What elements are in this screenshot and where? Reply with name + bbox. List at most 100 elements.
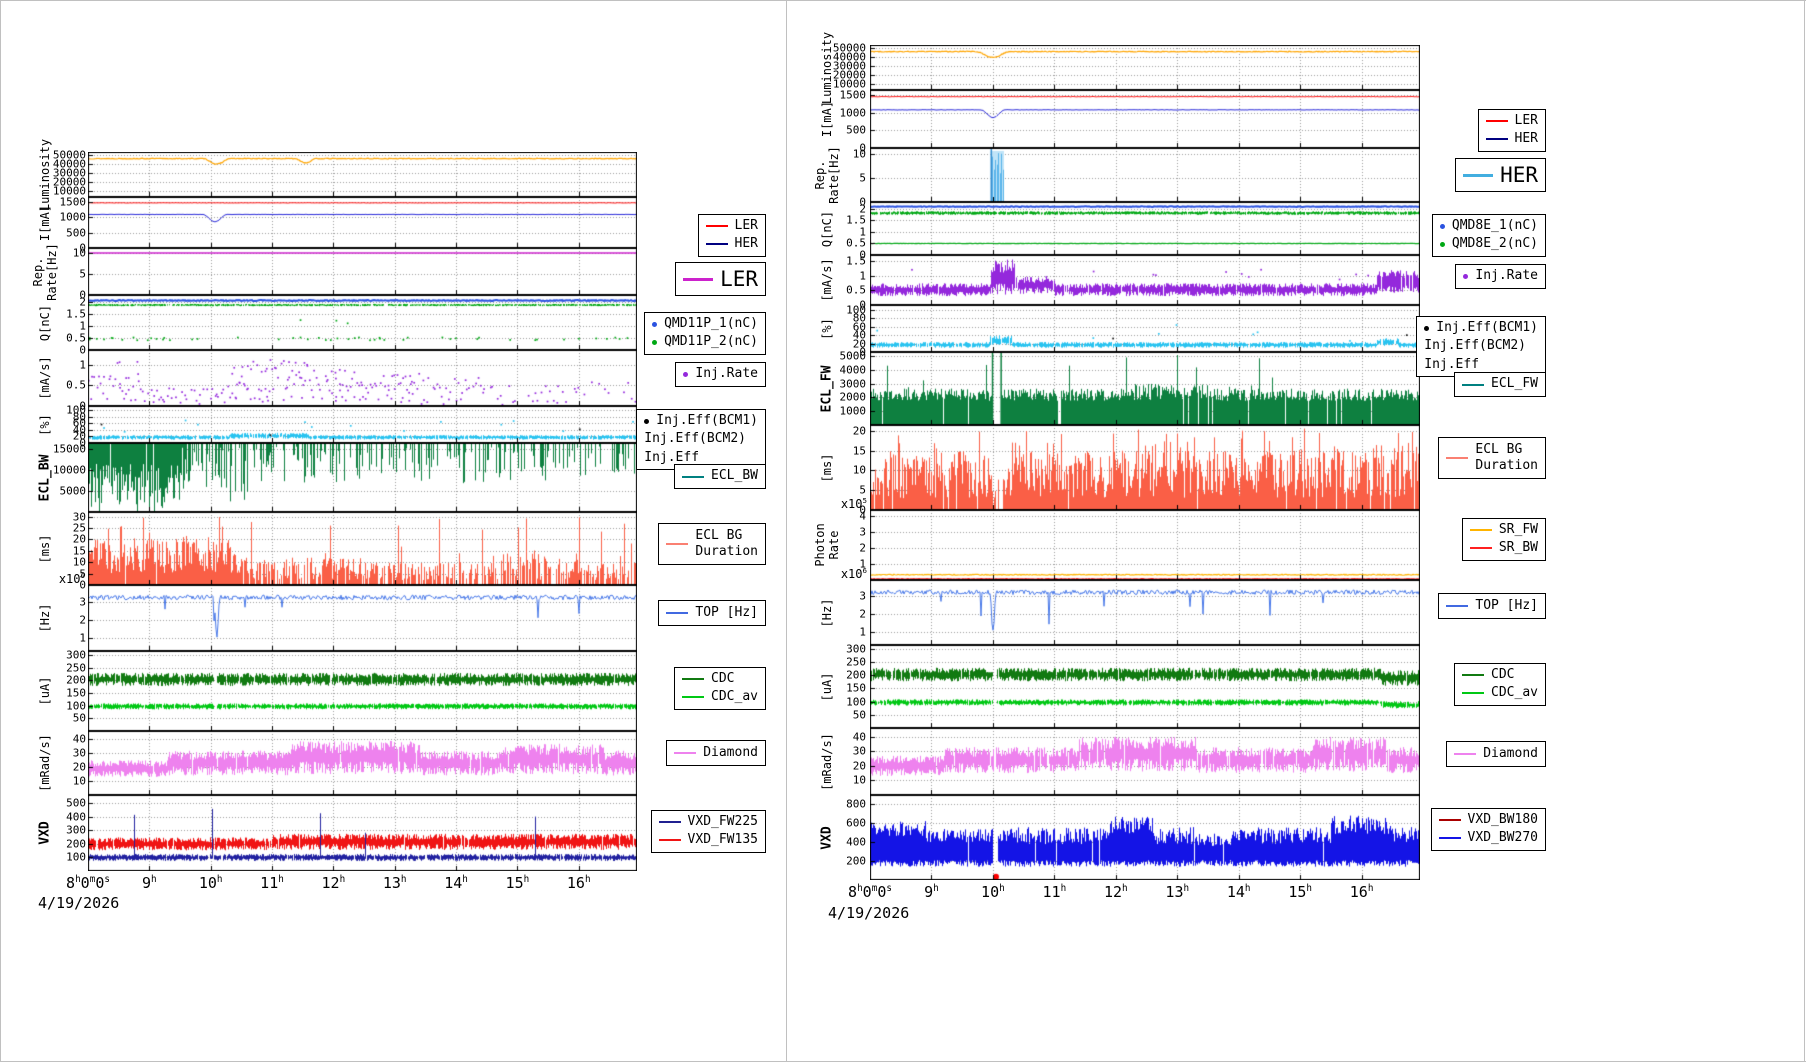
date-label-right: 4/19/2026 <box>828 904 910 922</box>
x-tick-12h: 12h <box>321 874 346 892</box>
y-tick-eclbg-0: 0 <box>859 503 866 517</box>
y-tick-luminosity-30000: 30000 <box>52 166 86 180</box>
y-tick-diamond-20: 20 <box>852 759 866 773</box>
plot-injeff <box>870 305 1420 352</box>
legend-item-ecl-bw: ECL_BW <box>682 468 758 484</box>
y-tick-photon-4: 4 <box>859 509 866 523</box>
ecl-bg-duration-line-swatch-icon <box>1446 457 1469 459</box>
legend-ecl-bg-duration: ECL BG Duration <box>1438 437 1546 479</box>
legend-item-vxd-bw180: VXD_BW180 <box>1438 812 1538 828</box>
legend-label-ecl-bg-duration: ECL BG Duration <box>695 527 758 559</box>
legend-label-her: HER <box>1514 131 1538 147</box>
y-tick-eclbw-10000: 10000 <box>52 463 86 477</box>
y-tick-vxd-800: 800 <box>846 797 866 811</box>
y-tick-injeff-0: 0 <box>859 345 866 359</box>
legend-label-top-hz: TOP [Hz] <box>695 604 758 620</box>
scale-label-photon: x105 <box>840 496 867 511</box>
y-tick-injrate-1: 1 <box>859 269 866 283</box>
y-tick-toprate-2: 2 <box>79 613 86 627</box>
y-tick-charge-0.5: 0.5 <box>846 236 866 250</box>
y-tick-eclbw-5000: 5000 <box>59 484 87 498</box>
y-tick-charge-1: 1 <box>79 319 86 333</box>
vxd-fw135-line-swatch-icon <box>658 839 681 842</box>
y-tick-current-500: 500 <box>66 226 86 240</box>
legend-label-inj-eff-bcm1: Inj.Eff(BCM1) <box>656 413 758 428</box>
y-tick-eclfw-5000: 5000 <box>839 349 867 363</box>
y-axis-label-vxd: VXD <box>819 825 835 850</box>
y-tick-cdc-100: 100 <box>66 699 86 713</box>
y-tick-eclbg-15: 15 <box>72 544 86 558</box>
legend-item-vxd-fw135: VXD_FW135 <box>658 832 758 848</box>
y-tick-diamond-20: 20 <box>72 760 86 774</box>
inj-eff-bcm1-dot-swatch-icon <box>644 418 650 424</box>
plot-cdc <box>88 651 637 731</box>
legend-label-inj-eff-bcm1: Inj.Eff(BCM1) <box>1436 320 1538 335</box>
legend-label-diamond: Diamond <box>1483 745 1538 761</box>
y-tick-photon-2: 2 <box>859 541 866 555</box>
legend-item-ecl-fw: ECL_FW <box>1462 376 1538 392</box>
y-tick-injrate-1.5: 1.5 <box>846 254 866 268</box>
x-tick-16h: 16h <box>566 874 591 892</box>
plot-toprate <box>870 580 1420 645</box>
legend-item-ecl-bg-duration: ECL BG Duration <box>1446 442 1538 475</box>
legend-label-inj-eff-bcm2: Inj.Eff(BCM2) <box>644 431 746 447</box>
y-tick-current-1000: 1000 <box>839 106 867 120</box>
y-tick-diamond-40: 40 <box>852 730 866 744</box>
plot-eclfw <box>870 352 1420 425</box>
y-tick-injrate-0.5: 0.5 <box>66 378 86 392</box>
y-tick-cdc-200: 200 <box>66 673 86 687</box>
y-tick-cdc-150: 150 <box>66 686 86 700</box>
window-left-edge <box>0 0 1 1062</box>
y-axis-label-toprate: [Hz] <box>820 598 835 627</box>
y-axis-label-injeff: [%] <box>820 317 835 340</box>
legend-item-inj-rate: Inj.Rate <box>1463 268 1538 284</box>
legend-ecl-bw: ECL_BW <box>674 464 766 489</box>
y-tick-diamond-10: 10 <box>852 773 866 787</box>
y-tick-luminosity-50000: 50000 <box>52 148 86 162</box>
y-tick-charge-0.5: 0.5 <box>66 331 86 345</box>
her-line-swatch-icon <box>705 243 728 246</box>
y-tick-injeff-0: 0 <box>79 436 86 450</box>
legend-item-inj-eff: Inj.Eff <box>644 450 758 466</box>
ecl-bg-duration-line-swatch-icon <box>666 543 689 545</box>
y-tick-luminosity-10000: 10000 <box>52 184 86 198</box>
y-tick-reprate-10: 10 <box>852 147 866 161</box>
x-tick-15h: 15h <box>505 874 530 892</box>
legend-ler: LER HER <box>697 214 766 257</box>
x-tick-9h: 9h <box>924 883 939 901</box>
legend-item-diamond: Diamond <box>1454 746 1538 762</box>
window-top-edge <box>0 0 1806 1</box>
y-tick-vxd-200: 200 <box>66 837 86 851</box>
y-tick-charge-2: 2 <box>79 295 86 309</box>
x-tick-13h: 13h <box>1165 883 1190 901</box>
legend-label-ler: LER <box>1514 113 1538 128</box>
y-tick-injeff-40: 40 <box>72 423 86 437</box>
plot-eclbg <box>870 425 1420 510</box>
cdc-line-swatch-icon <box>682 678 705 681</box>
ler-line-swatch-icon <box>683 277 714 281</box>
legend-label-cdc: CDC <box>711 671 735 686</box>
plot-luminosity <box>870 45 1420 90</box>
legend-label-cdc-av: CDC_av <box>711 689 758 705</box>
qmd11p-2-nc-dot-swatch-icon <box>652 339 658 345</box>
legend-label-cdc: CDC <box>1491 667 1515 682</box>
legend-label-vxd-fw135: VXD_FW135 <box>687 832 758 848</box>
y-tick-reprate-5: 5 <box>79 267 86 281</box>
legend-item-inj-eff-bcm1: Inj.Eff(BCM1) <box>1424 320 1538 336</box>
y-tick-injeff-80: 80 <box>72 410 86 424</box>
y-axis-label-eclbg: [ms] <box>820 453 835 482</box>
legend-ler: LER <box>675 262 766 297</box>
y-tick-luminosity-40000: 40000 <box>52 157 86 171</box>
y-tick-cdc-300: 300 <box>66 648 86 662</box>
y-axis-label-diamond: [mRad/s] <box>820 732 835 791</box>
x-tick-12h: 12h <box>1103 883 1128 901</box>
y-tick-cdc-250: 250 <box>66 661 86 674</box>
legend-inj-eff-bcm1: Inj.Eff(BCM1) Inj.Eff(BCM2) Inj.Eff <box>1416 316 1546 377</box>
y-tick-eclfw-1000: 1000 <box>839 404 867 418</box>
plot-diamond <box>88 731 637 795</box>
y-tick-charge-1.5: 1.5 <box>846 213 866 227</box>
plot-toprate <box>88 585 637 651</box>
y-tick-eclfw-4000: 4000 <box>839 363 867 377</box>
legend-label-vxd-bw180: VXD_BW180 <box>1467 812 1538 827</box>
her-line-swatch-icon <box>1463 173 1494 177</box>
